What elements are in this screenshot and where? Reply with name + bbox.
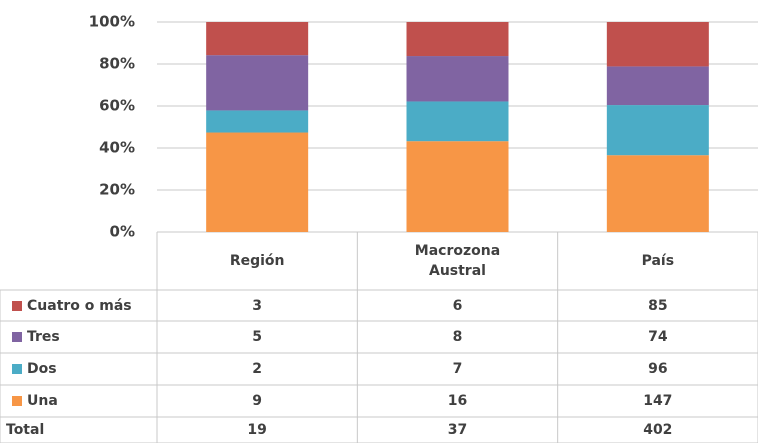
table-cell: 8 xyxy=(357,321,557,353)
table-cell: 9 xyxy=(157,385,357,417)
bar-segment xyxy=(206,132,309,232)
table-cell: 6 xyxy=(357,290,557,321)
table-value: 6 xyxy=(452,297,463,314)
y-tick-label: 20% xyxy=(99,181,135,199)
y-tick-label: 80% xyxy=(99,55,135,73)
table-cell: 85 xyxy=(558,290,758,321)
total-label: Total xyxy=(0,417,157,443)
total-cell: 37 xyxy=(357,417,557,443)
y-tick-label: 60% xyxy=(99,97,135,115)
y-tick-label: 40% xyxy=(99,139,135,157)
table-cell: 2 xyxy=(157,353,357,385)
total-label-text: Total xyxy=(6,422,45,438)
bar-segment xyxy=(406,101,509,142)
table-value: 9 xyxy=(252,393,263,409)
table-value: 7 xyxy=(452,361,463,377)
legend-swatch xyxy=(12,396,22,406)
category-header: País xyxy=(558,232,758,290)
table-value: 147 xyxy=(643,393,673,409)
y-tick-label: 0% xyxy=(110,223,135,241)
total-value: 19 xyxy=(247,422,267,438)
bar-segment xyxy=(406,56,509,102)
legend-entry: Dos xyxy=(0,353,157,385)
table-cell: 7 xyxy=(357,353,557,385)
table-value: 5 xyxy=(252,329,263,345)
y-tick-label: 100% xyxy=(89,13,135,31)
table-value: 2 xyxy=(252,361,263,377)
table-cell: 147 xyxy=(558,385,758,417)
table-value: 96 xyxy=(648,361,668,377)
legend-swatch xyxy=(12,364,22,374)
category-header: Macrozona Austral xyxy=(357,232,557,290)
table-value: 74 xyxy=(648,329,668,345)
table-cell: 3 xyxy=(157,290,357,321)
table-value: 8 xyxy=(452,329,463,345)
legend-entry: Una xyxy=(0,385,157,417)
total-cell: 402 xyxy=(558,417,758,443)
legend-entry: Tres xyxy=(0,321,157,353)
bar-segment xyxy=(606,66,709,106)
category-label: País xyxy=(641,253,675,269)
bar-segment xyxy=(606,155,709,232)
table-value: 3 xyxy=(252,297,263,314)
legend-label: Tres xyxy=(27,329,60,345)
bar-segment xyxy=(206,110,309,133)
bar-segment xyxy=(606,22,709,67)
legend-swatch xyxy=(12,332,22,342)
total-cell: 19 xyxy=(157,417,357,443)
table-value: 16 xyxy=(447,393,468,409)
category-label: Macrozona Austral xyxy=(414,243,501,279)
table-cell: 74 xyxy=(558,321,758,353)
legend-entry: Cuatro o más xyxy=(0,290,157,321)
table-cell: 5 xyxy=(157,321,357,353)
total-value: 37 xyxy=(447,422,468,438)
legend-label: Cuatro o más xyxy=(27,297,132,314)
bar-segment xyxy=(406,22,509,57)
table-cell: 16 xyxy=(357,385,557,417)
bar-segment xyxy=(406,141,509,232)
legend-label: Una xyxy=(27,393,58,409)
bar-segment xyxy=(206,55,309,111)
table-cell: 96 xyxy=(558,353,758,385)
category-header: Región xyxy=(157,232,357,290)
legend-swatch xyxy=(12,300,22,311)
bar-segment xyxy=(606,105,709,156)
total-value: 402 xyxy=(643,422,673,438)
category-label: Región xyxy=(229,253,285,269)
table-value: 85 xyxy=(648,297,668,314)
legend-label: Dos xyxy=(27,361,57,377)
bar-segment xyxy=(206,22,309,56)
